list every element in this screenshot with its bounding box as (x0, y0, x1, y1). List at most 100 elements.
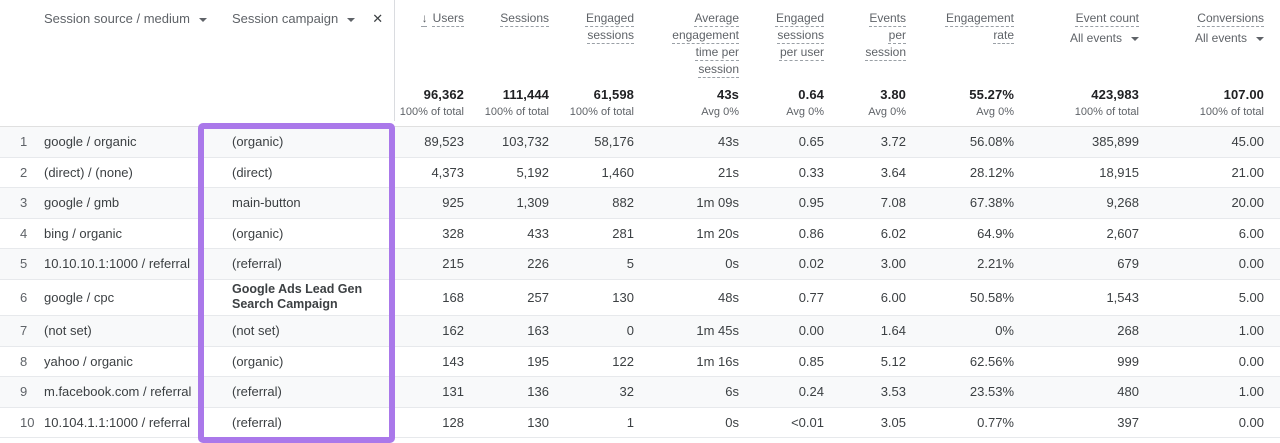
engagement-rate-value: 56.08% (969, 134, 1014, 150)
event-count-value: 999 (1117, 353, 1139, 369)
row-number: 6 (20, 289, 28, 305)
chevron-down-icon (347, 17, 356, 22)
table-row: 8 yahoo / organic (organic) 143 195 122 … (0, 347, 1280, 377)
table-header: Session source / medium Session campaign… (0, 0, 1280, 127)
engaged-sessions-value: 0 (626, 323, 634, 339)
dimension-header-source-medium: Session source / medium (44, 0, 232, 126)
session-campaign-dropdown[interactable]: Session campaign (232, 11, 356, 26)
metric-header-label[interactable]: Events per session (865, 11, 906, 59)
engaged-sessions-value: 281 (612, 225, 634, 241)
engagement-rate-value: 23.53% (969, 384, 1014, 400)
chevron-down-icon (198, 17, 207, 22)
session-source-medium-value: 10.104.1.1:1000 / referral (44, 414, 190, 430)
metric-filter-dropdown[interactable]: All events (1195, 31, 1264, 45)
event-count-value: 385,899 (1092, 134, 1139, 150)
engaged-sessions-per-user-value: 0.33 (798, 164, 824, 180)
avg-engagement-time-value: 6s (725, 384, 739, 400)
metric-header-label[interactable]: Conversions (1197, 11, 1264, 25)
events-per-session-value: 6.02 (880, 225, 906, 241)
metric-total: 111,444 100% of total (485, 87, 549, 118)
row-number-header (0, 0, 44, 126)
engaged-sessions-value: 882 (612, 195, 634, 211)
engagement-rate-value: 28.12% (969, 164, 1014, 180)
engagement-rate-value: 64.9% (977, 225, 1014, 241)
engaged-sessions-per-user-value: 0.00 (798, 323, 824, 339)
events-per-session-value: 6.00 (880, 289, 906, 305)
events-per-session-value: 5.12 (880, 353, 906, 369)
users-value: 128 (442, 414, 464, 430)
engagement-rate-value: 62.56% (969, 353, 1014, 369)
close-icon: ✕ (372, 11, 384, 26)
events-per-session-value: 7.08 (880, 195, 906, 211)
metric-total-value: 43s (717, 87, 739, 102)
metric-header-label[interactable]: Average engagement time per session (672, 11, 739, 76)
avg-engagement-time-value: 0s (725, 414, 739, 430)
chevron-down-icon (1256, 37, 1264, 41)
metric-header-label[interactable]: Engagement rate (945, 11, 1014, 42)
metric-total-subtext: 100% of total (569, 106, 634, 118)
metric-header-cell: Engaged sessions per user 0.64 Avg 0% (755, 0, 840, 126)
engaged-sessions-per-user-value: 0.95 (798, 195, 824, 211)
conversions-value: 0.00 (1238, 414, 1264, 430)
users-value: 89,523 (424, 134, 464, 150)
session-source-medium-value: google / gmb (44, 195, 120, 211)
conversions-value: 1.00 (1238, 323, 1264, 339)
sessions-value: 257 (527, 289, 549, 305)
session-source-medium-dropdown[interactable]: Session source / medium (44, 11, 207, 26)
metric-header-cell: Conversions All events 107.00 100% of to… (1155, 0, 1280, 126)
metric-header-cell: ↓ Users 96,362 100% of total (395, 0, 480, 126)
row-number: 1 (20, 134, 28, 150)
events-per-session-value: 3.05 (880, 414, 906, 430)
engaged-sessions-per-user-value: 0.65 (798, 134, 824, 150)
sessions-value: 195 (527, 353, 549, 369)
session-campaign-value: (direct) (232, 164, 273, 180)
engaged-sessions-value: 1,460 (601, 164, 634, 180)
event-count-value: 397 (1117, 414, 1139, 430)
metric-total-subtext: 100% of total (1074, 106, 1139, 118)
table-row: 5 10.10.10.1:1000 / referral (referral) … (0, 249, 1280, 280)
metric-filter-dropdown[interactable]: All events (1070, 31, 1139, 45)
events-per-session-value: 3.72 (880, 134, 906, 150)
row-number: 7 (20, 323, 28, 339)
session-campaign-value: (organic) (232, 134, 284, 150)
sessions-value: 226 (527, 256, 549, 272)
metric-total-subtext: Avg 0% (868, 106, 906, 118)
row-number: 4 (20, 225, 28, 241)
session-source-medium-value: m.facebook.com / referral (44, 384, 192, 400)
engaged-sessions-per-user-value: 0.86 (798, 225, 824, 241)
users-value: 925 (442, 195, 464, 211)
remove-campaign-column-button[interactable]: ✕ (372, 11, 383, 26)
engaged-sessions-per-user-value: 0.77 (798, 289, 824, 305)
sessions-value: 130 (527, 414, 549, 430)
users-value: 215 (442, 256, 464, 272)
metric-total-subtext: Avg 0% (786, 106, 824, 118)
dimension-header-campaign: Session campaign ✕ (232, 0, 395, 126)
metric-header-label[interactable]: Event count (1075, 11, 1139, 25)
sessions-value: 5,192 (516, 164, 549, 180)
users-value: 168 (442, 289, 464, 305)
metric-header-label[interactable]: ↓ Users (421, 11, 464, 25)
metric-header-label[interactable]: Engaged sessions (585, 11, 634, 42)
events-per-session-value: 1.64 (880, 323, 906, 339)
sessions-value: 163 (527, 323, 549, 339)
table-row: 6 google / cpc Google Ads Lead Gen Searc… (0, 280, 1280, 316)
users-value: 143 (442, 353, 464, 369)
row-number: 3 (20, 195, 28, 211)
table-row: 2 (direct) / (none) (direct) 4,373 5,192… (0, 158, 1280, 188)
metric-header-cell: Sessions 111,444 100% of total (480, 0, 565, 126)
metric-total-subtext: 100% of total (399, 106, 464, 118)
metric-header-label[interactable]: Sessions (500, 11, 549, 25)
metric-header-label[interactable]: Engaged sessions per user (775, 11, 824, 59)
event-count-value: 9,268 (1106, 195, 1139, 211)
session-campaign-value: main-button (232, 195, 301, 211)
engaged-sessions-value: 122 (612, 353, 634, 369)
metric-total-subtext: Avg 0% (976, 106, 1014, 118)
sessions-value: 1,309 (516, 195, 549, 211)
engagement-rate-value: 0.77% (977, 414, 1014, 430)
metric-total-subtext: 100% of total (1199, 106, 1264, 118)
engaged-sessions-per-user-value: 0.24 (798, 384, 824, 400)
session-source-medium-value: google / organic (44, 134, 137, 150)
metric-total: 3.80 Avg 0% (868, 87, 906, 118)
table-row: 1 google / organic (organic) 89,523 103,… (0, 127, 1280, 158)
engaged-sessions-per-user-value: 0.02 (798, 256, 824, 272)
